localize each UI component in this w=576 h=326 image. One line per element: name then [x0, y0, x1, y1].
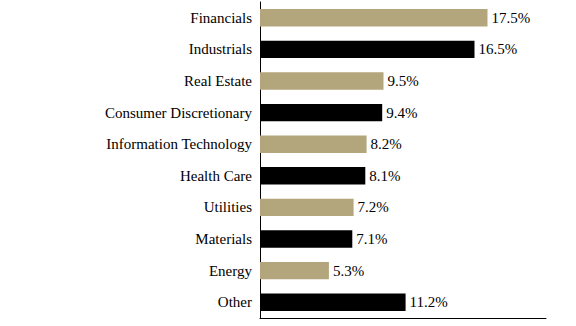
svg-text:7.2%: 7.2%	[358, 199, 389, 215]
svg-text:9.4%: 9.4%	[386, 105, 417, 121]
svg-text:11.2%: 11.2%	[410, 294, 448, 310]
svg-text:16.5%: 16.5%	[479, 41, 518, 57]
svg-text:8.2%: 8.2%	[371, 136, 402, 152]
svg-text:Materials: Materials	[195, 231, 252, 247]
svg-text:8.1%: 8.1%	[369, 168, 400, 184]
svg-text:Information Technology: Information Technology	[106, 136, 252, 152]
svg-text:7.1%: 7.1%	[356, 231, 387, 247]
svg-text:Utilities: Utilities	[204, 199, 252, 215]
svg-text:Other: Other	[218, 294, 252, 310]
svg-text:17.5%: 17.5%	[492, 10, 531, 26]
svg-text:Real Estate: Real Estate	[184, 73, 252, 89]
svg-text:Energy: Energy	[209, 263, 253, 279]
svg-text:9.5%: 9.5%	[388, 73, 419, 89]
svg-text:Consumer Discretionary: Consumer Discretionary	[105, 105, 253, 121]
svg-text:Financials: Financials	[190, 10, 252, 26]
svg-text:5.3%: 5.3%	[333, 263, 364, 279]
svg-text:Health Care: Health Care	[180, 168, 252, 184]
svg-text:Industrials: Industrials	[189, 41, 252, 57]
